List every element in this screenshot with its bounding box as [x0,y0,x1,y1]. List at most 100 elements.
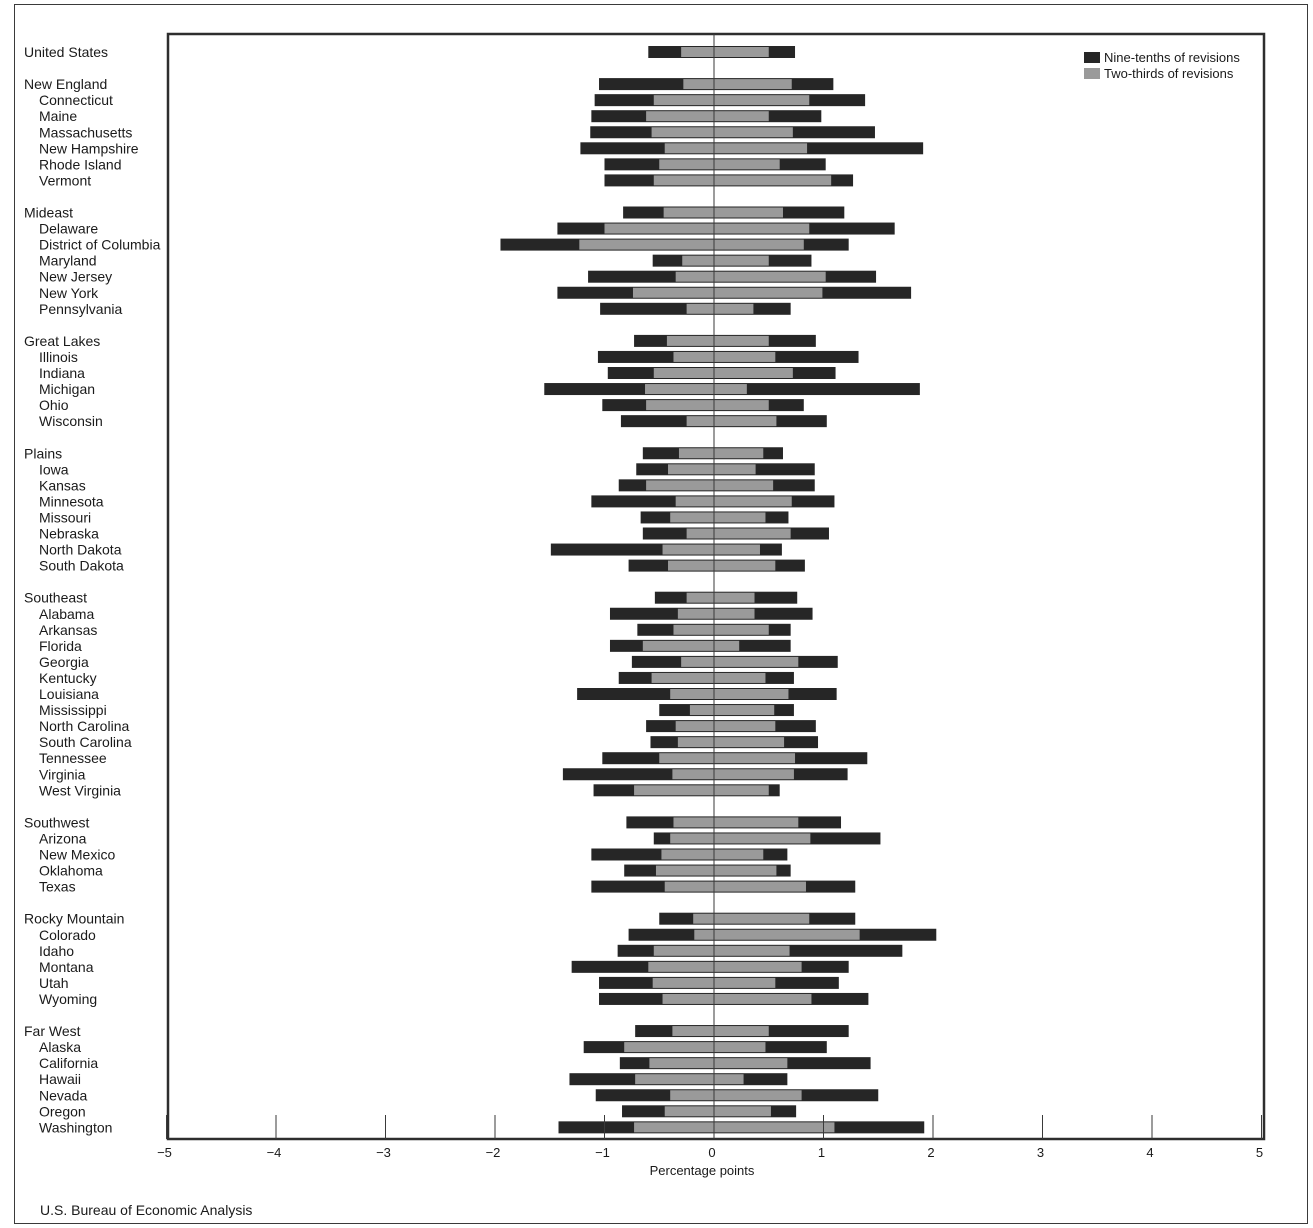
bar-two-thirds-connecticut [653,95,810,106]
bar-two-thirds-minnesota [675,496,792,507]
row-label-hawaii: Hawaii [39,1071,81,1087]
bar-two-thirds-massachusetts [651,127,793,138]
x-tick-label-9: 4 [1146,1145,1153,1160]
bar-two-thirds-virginia [672,769,794,780]
bar-two-thirds-tennessee [659,753,796,764]
row-label-vermont: Vermont [39,172,91,188]
bar-two-thirds-south-dakota [668,560,776,571]
bar-two-thirds-rocky-mountain [693,913,810,924]
x-tick-label-4: −1 [595,1145,610,1160]
bar-two-thirds-mideast [663,207,783,218]
bar-two-thirds-new-hampshire [664,143,808,154]
row-label-oregon: Oregon [39,1103,86,1119]
bar-two-thirds-west-virginia [634,785,769,796]
row-label-mideast: Mideast [24,205,73,221]
bar-two-thirds-texas [664,881,806,892]
bar-two-thirds-new-england [683,79,792,90]
row-label-texas: Texas [39,879,76,895]
row-label-indiana: Indiana [39,365,85,381]
bar-two-thirds-southeast [686,592,755,603]
row-label-mississippi: Mississippi [39,702,107,718]
row-label-new-jersey: New Jersey [39,269,112,285]
bar-two-thirds-louisiana [670,689,789,699]
x-axis-label: Percentage points [650,1163,755,1178]
row-label-kentucky: Kentucky [39,670,97,686]
row-label-arizona: Arizona [39,830,87,846]
row-label-rhode-island: Rhode Island [39,156,122,172]
row-label-new-york: New York [39,285,99,301]
row-label-utah: Utah [39,975,69,991]
row-label-ohio: Ohio [39,397,69,413]
source-note: U.S. Bureau of Economic Analysis [40,1202,253,1218]
row-label-tennessee: Tennessee [39,750,107,766]
bar-two-thirds-florida [642,640,740,651]
bar-two-thirds-iowa [668,464,756,475]
bar-two-thirds-arizona [670,833,811,844]
bar-two-thirds-maryland [682,255,769,266]
row-label-south-dakota: South Dakota [39,558,124,574]
bar-two-thirds-oregon [664,1106,771,1117]
bar-two-thirds-wyoming [662,993,812,1004]
legend-swatch-two [1084,68,1100,79]
bar-two-thirds-oklahoma [655,865,777,876]
row-label-maine: Maine [39,108,77,124]
legend-label-nine: Nine-tenths of revisions [1104,50,1240,65]
x-tick-label-1: −4 [267,1145,282,1160]
row-label-new-mexico: New Mexico [39,847,115,863]
row-label-missouri: Missouri [39,509,91,525]
bar-two-thirds-great-lakes [666,335,769,346]
row-label-wyoming: Wyoming [39,991,97,1007]
x-tick-label-7: 2 [927,1145,934,1160]
bar-two-thirds-vermont [653,175,832,186]
bar-two-thirds-far-west [672,1026,769,1037]
row-label-oklahoma: Oklahoma [39,863,103,879]
row-label-west-virginia: West Virginia [39,782,121,798]
bar-two-thirds-new-jersey [675,271,826,282]
plot-area [166,32,1266,1141]
row-label-alabama: Alabama [39,606,94,622]
row-label-georgia: Georgia [39,654,89,670]
bar-two-thirds-north-carolina [675,721,776,732]
x-tick-label-3: −2 [486,1145,501,1160]
bar-two-thirds-rhode-island [659,159,780,170]
row-label-illinois: Illinois [39,349,78,365]
row-label-north-dakota: North Dakota [39,542,122,558]
row-label-arkansas: Arkansas [39,622,97,638]
bar-two-thirds-united-states [681,47,769,57]
bar-two-thirds-nebraska [686,528,791,539]
bar-two-thirds-new-mexico [661,849,764,860]
row-label-nevada: Nevada [39,1087,87,1103]
bar-two-thirds-michigan [645,384,747,395]
row-label-united-states: United States [24,44,108,60]
outer-frame [14,4,1308,1224]
bar-two-thirds-north-dakota [662,544,760,555]
legend-label-two: Two-thirds of revisions [1104,66,1234,81]
bar-two-thirds-kansas [646,480,774,491]
row-label-southwest: Southwest [24,814,89,830]
bar-two-thirds-south-carolina [677,737,785,748]
bar-two-thirds-montana [648,961,802,972]
row-label-california: California [39,1055,98,1071]
row-label-kansas: Kansas [39,477,86,493]
bar-two-thirds-mississippi [689,705,775,716]
bar-two-thirds-delaware [604,223,810,234]
row-label-montana: Montana [39,959,94,975]
row-label-new-england: New England [24,76,107,92]
row-label-southeast: Southeast [24,590,87,606]
row-label-far-west: Far West [24,1023,81,1039]
row-label-maryland: Maryland [39,253,97,269]
row-label-washington: Washington [39,1119,112,1135]
row-label-rocky-mountain: Rocky Mountain [24,911,124,927]
row-label-virginia: Virginia [39,766,86,782]
bar-two-thirds-nevada [670,1090,802,1101]
row-label-iowa: Iowa [39,461,69,477]
bar-two-thirds-maine [646,111,769,122]
bar-two-thirds-district-of-columbia [579,239,804,250]
row-label-idaho: Idaho [39,943,74,959]
row-label-north-carolina: North Carolina [39,718,129,734]
row-label-wisconsin: Wisconsin [39,413,103,429]
row-label-florida: Florida [39,638,82,654]
row-label-district-of-columbia: District of Columbia [39,237,161,253]
bar-two-thirds-idaho [653,945,790,956]
